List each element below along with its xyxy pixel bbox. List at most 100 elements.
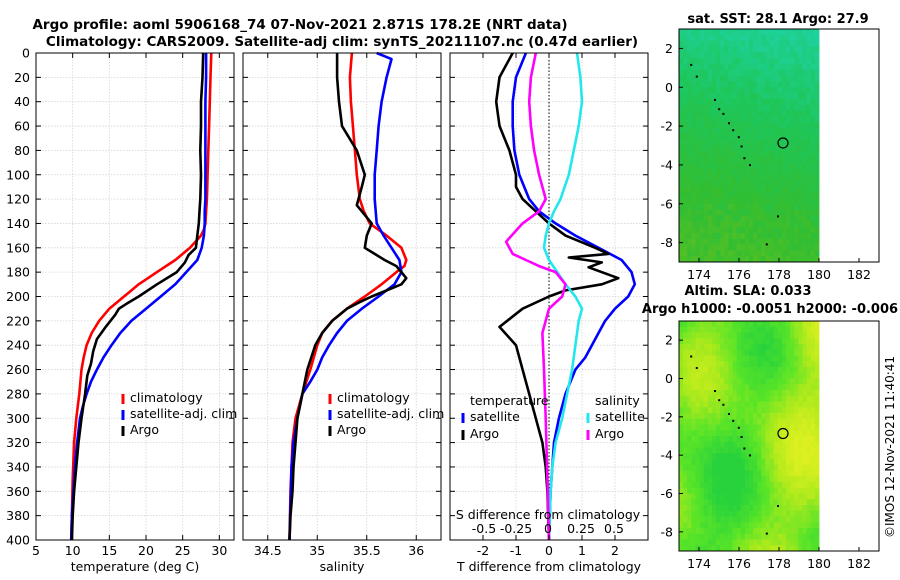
sla-map-cell — [790, 476, 795, 483]
sst-map-cell — [711, 98, 717, 106]
sst-map-cell — [699, 232, 705, 240]
sla-map-cell — [716, 338, 721, 345]
sst-map-cell — [749, 29, 754, 36]
sst-map-cell — [806, 122, 812, 129]
sla-map-cell — [691, 430, 696, 437]
sla-map-cell — [757, 453, 762, 460]
sla-map-cell — [728, 528, 733, 535]
sla-map-cell — [777, 424, 783, 431]
sla-map-cell — [786, 482, 791, 489]
sst-map-cell — [679, 116, 684, 123]
sla-map-cell — [707, 418, 713, 425]
sst-map-cell — [683, 81, 688, 88]
sla-map-cell — [753, 510, 758, 517]
sla-map-cell — [744, 361, 750, 368]
sst-map-cell — [781, 93, 787, 100]
sla-map-cell — [691, 367, 696, 374]
sla-map-cell — [736, 447, 742, 454]
sla-map-cell — [749, 384, 754, 391]
sla-map-cell — [765, 401, 770, 408]
sla-map-cell — [711, 372, 717, 379]
sst-map-cell — [757, 227, 762, 234]
sla-map-cell — [716, 390, 721, 397]
sst-map-y-tick-label: -4 — [661, 157, 674, 172]
sla-map-cell — [687, 493, 692, 500]
sst-map-cell — [786, 116, 791, 123]
sla-map-cell — [687, 487, 692, 494]
sst-map-cell — [786, 151, 791, 158]
sst-map-cell — [810, 63, 816, 71]
sst-map-cell — [757, 40, 762, 47]
sla-map-cell — [786, 539, 791, 546]
sst-map-cell — [769, 238, 775, 245]
sst-map-cell — [728, 87, 733, 94]
sla-map-cell — [683, 378, 688, 385]
sst-map-cell — [786, 215, 791, 222]
sla-map-cell — [798, 332, 803, 339]
sla-map-cell — [683, 326, 688, 333]
sst-map-cell — [679, 122, 684, 129]
sst-map-cell — [707, 256, 713, 263]
sst-map-cell — [777, 46, 783, 53]
sla-map-cell — [765, 378, 770, 385]
sst-map-cell — [687, 162, 692, 170]
sla-map-cell — [749, 516, 754, 523]
sst-map-cell — [810, 197, 816, 205]
sst-map-cell — [711, 128, 717, 135]
sla-map-cell — [781, 533, 787, 540]
sla-map-cell — [720, 436, 725, 443]
sla-map-cell — [699, 464, 705, 471]
sla-map-land-speck — [714, 390, 716, 392]
sla-map-cell — [740, 395, 746, 402]
sla-map-cell — [757, 378, 762, 385]
sla-map-cell — [707, 384, 713, 391]
sla-map-cell — [781, 476, 787, 483]
sst-map-cell — [744, 63, 750, 71]
sst-map-cell — [765, 58, 770, 65]
sla-map-cell — [806, 482, 812, 489]
sst-map-cell — [683, 162, 688, 170]
sst-map-cell — [806, 174, 812, 181]
sla-map-cell — [744, 384, 750, 391]
sst-map-cell — [716, 162, 721, 170]
sla-map-cell — [716, 332, 721, 339]
sst-map-cell — [683, 244, 688, 251]
sst-map-cell — [679, 180, 684, 187]
sst-map-cell — [790, 58, 795, 65]
sst-map-cell — [691, 232, 696, 240]
sla-map-cell — [790, 539, 795, 546]
sst-map-cell — [777, 116, 783, 123]
sst-map-cell — [732, 151, 738, 158]
sst-map-cell — [781, 227, 787, 234]
sla-map-cell — [810, 349, 816, 356]
sla-map-cell — [703, 528, 709, 535]
sla-map-cell — [736, 487, 742, 494]
sst-map-cell — [786, 227, 791, 234]
temperature-series-climatology — [69, 52, 213, 541]
sla-map-cell — [744, 539, 750, 546]
sst-map-cell — [691, 81, 696, 88]
sst-map-cell — [728, 215, 733, 222]
sla-map-cell — [683, 493, 688, 500]
sla-map-cell — [728, 384, 733, 391]
sst-map-cell — [691, 110, 696, 117]
sst-map-cell — [749, 122, 754, 129]
sst-map-cell — [691, 221, 696, 228]
sst-map-cell — [769, 98, 775, 106]
sla-map-cell — [761, 349, 766, 356]
sla-map-cell — [724, 378, 729, 385]
sst-map-cell — [810, 215, 816, 222]
sla-map-cell — [691, 464, 696, 471]
sst-map-cell — [773, 34, 779, 42]
sst-map-cell — [794, 215, 799, 222]
sst-map-cell — [683, 104, 688, 111]
sla-map-cell — [749, 470, 754, 477]
sla-map-cell — [720, 338, 725, 345]
sst-map-cell — [724, 151, 729, 158]
sla-map-cell — [736, 338, 742, 345]
sst-map-cell — [740, 81, 746, 88]
sst-map-cell — [790, 168, 795, 176]
sst-map-cell — [781, 203, 787, 210]
sst-map-cell — [736, 174, 742, 181]
sst-map-cell — [806, 46, 812, 53]
